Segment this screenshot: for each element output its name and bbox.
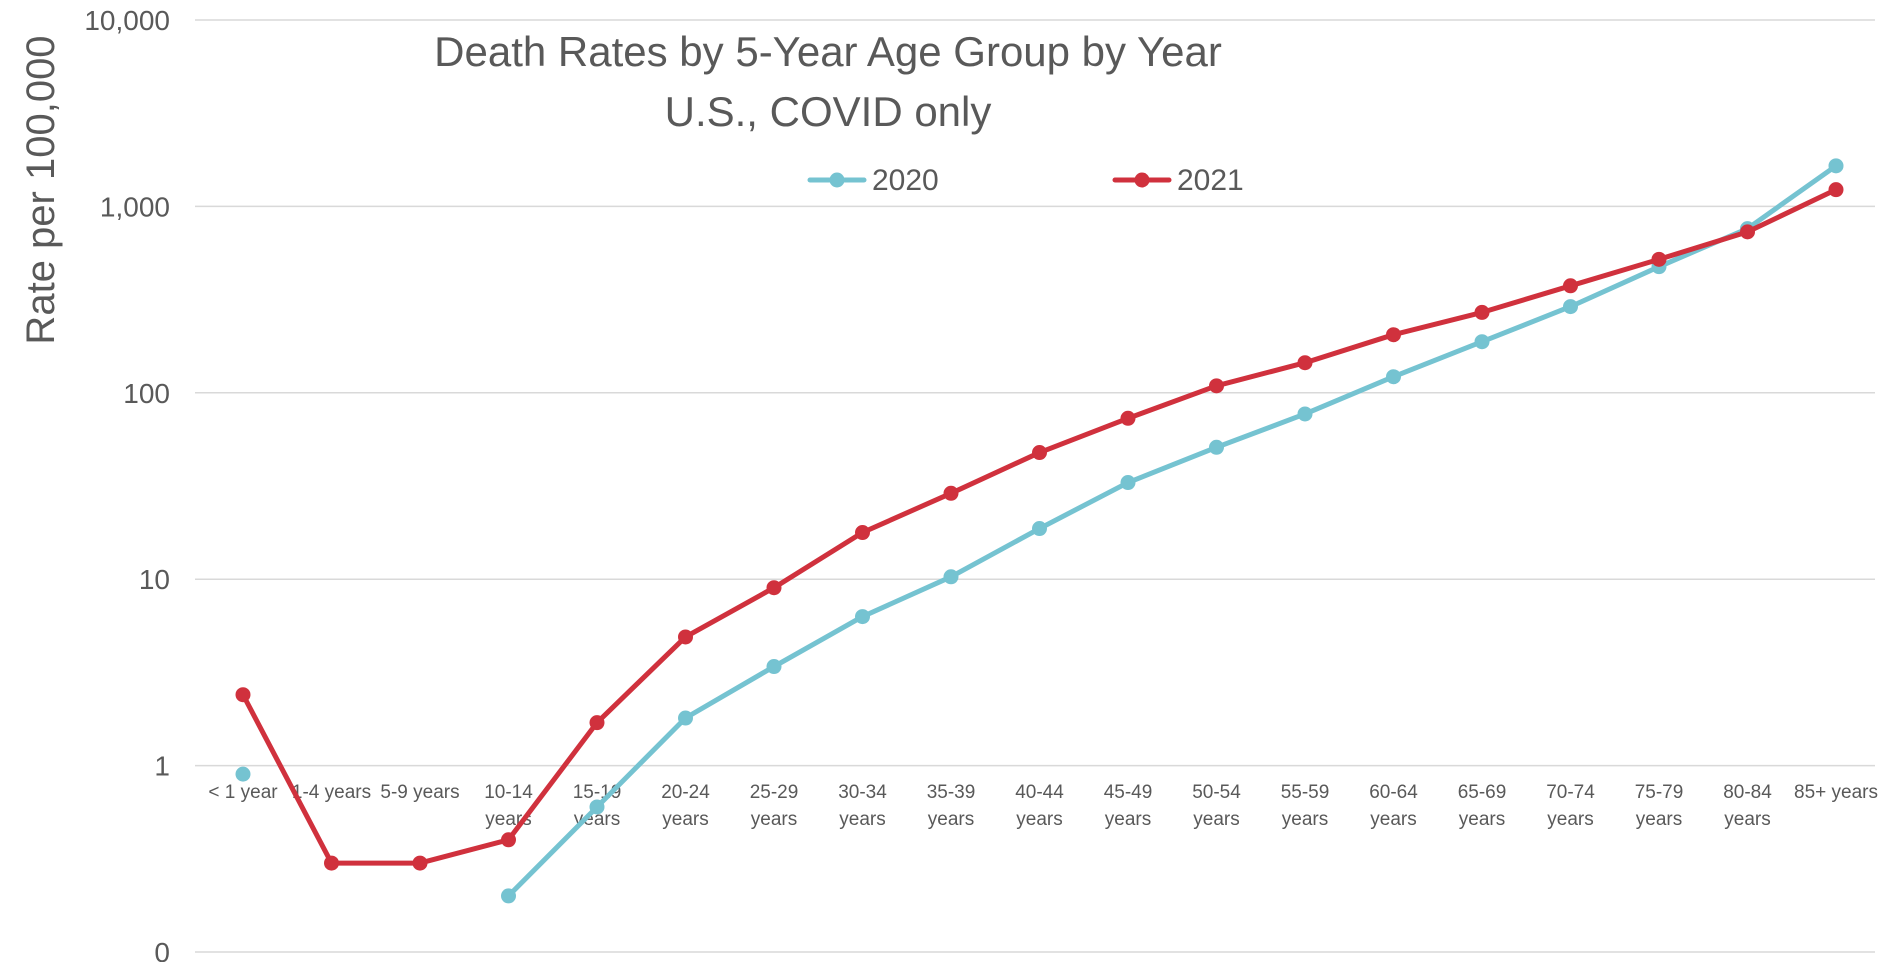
x-tick-label: 50-54	[1192, 782, 1241, 803]
legend-swatch-marker	[829, 172, 845, 188]
x-tick-label: years	[574, 809, 620, 830]
y-tick-label: 1	[154, 751, 170, 782]
data-point	[1120, 475, 1136, 491]
data-point	[766, 580, 782, 596]
data-point	[1828, 182, 1844, 198]
x-tick-label: years	[1105, 809, 1151, 830]
y-tick-label: 0	[154, 937, 170, 962]
data-point	[235, 687, 251, 703]
data-point	[1297, 406, 1313, 422]
x-tick-label: 30-34	[838, 782, 887, 803]
data-point	[589, 715, 605, 731]
x-tick-label: years	[1459, 809, 1505, 830]
chart-title: Death Rates by 5-Year Age Group by Year	[434, 28, 1222, 75]
gridlines	[195, 19, 1875, 953]
x-tick-label: < 1 year	[208, 782, 278, 803]
data-point	[1563, 299, 1578, 315]
data-point	[678, 629, 693, 645]
data-point	[766, 659, 782, 675]
data-point	[1474, 334, 1490, 350]
data-point	[235, 766, 251, 782]
y-tick-label: 10,000	[84, 5, 170, 36]
y-tick-label: 1,000	[100, 191, 170, 222]
x-tick-label: 70-74	[1546, 782, 1595, 803]
x-tick-label: years	[1724, 809, 1770, 830]
x-tick-label: 85+ years	[1794, 782, 1878, 803]
data-point	[589, 799, 605, 815]
y-axis-label: Rate per 100,000	[19, 35, 63, 344]
legend-label: 2020	[872, 164, 939, 197]
legend-label: 2021	[1177, 164, 1244, 197]
x-tick-label: years	[1016, 809, 1062, 830]
data-point	[1828, 158, 1844, 174]
legend-item-2021: 2021	[1112, 164, 1244, 197]
data-point	[1386, 369, 1401, 385]
data-point	[501, 888, 516, 904]
data-point	[1740, 224, 1755, 240]
data-point	[1120, 410, 1136, 426]
legend: 2020 2021	[807, 164, 1244, 197]
data-point	[324, 855, 339, 871]
x-tick-label: 10-14	[484, 782, 533, 803]
data-point	[855, 609, 870, 625]
data-point	[501, 832, 516, 848]
legend-swatch-marker	[1134, 172, 1150, 188]
data-point	[1032, 445, 1047, 461]
series-2021	[235, 182, 1844, 871]
y-axis-tick-labels: 0 1 10 100 1,000 10,000	[84, 5, 170, 962]
data-point	[855, 525, 870, 541]
x-tick-label: 1-4 years	[292, 782, 371, 803]
data-point	[412, 855, 428, 871]
x-tick-label: years	[1636, 809, 1682, 830]
legend-item-2020: 2020	[807, 164, 939, 197]
x-tick-label: 45-49	[1104, 782, 1153, 803]
data-point	[1032, 521, 1047, 537]
x-tick-label: years	[1193, 809, 1239, 830]
data-point	[1563, 278, 1578, 294]
data-point	[1297, 355, 1313, 371]
data-point	[678, 710, 693, 726]
chart-subtitle: U.S., COVID only	[665, 88, 992, 135]
series-line	[506, 163, 1839, 899]
data-point	[1209, 439, 1224, 455]
x-tick-label: years	[1282, 809, 1328, 830]
x-axis-tick-labels: < 1 year 1-4 years 5-9 years 10-14years15-1…	[208, 782, 1878, 830]
x-tick-label: 35-39	[927, 782, 976, 803]
data-point	[1474, 304, 1490, 320]
x-tick-label: 5-9 years	[380, 782, 459, 803]
x-tick-label: 65-69	[1458, 782, 1507, 803]
x-tick-label: years	[751, 809, 797, 830]
x-tick-label: 25-29	[750, 782, 799, 803]
x-tick-label: 60-64	[1369, 782, 1418, 803]
x-tick-label: 20-24	[661, 782, 710, 803]
x-tick-label: years	[928, 809, 974, 830]
x-tick-label: 40-44	[1015, 782, 1064, 803]
x-tick-label: years	[839, 809, 885, 830]
x-tick-label: 75-79	[1635, 782, 1684, 803]
x-tick-label: years	[1370, 809, 1416, 830]
x-tick-label: 55-59	[1281, 782, 1330, 803]
series-lines	[235, 158, 1844, 904]
data-point	[1386, 327, 1401, 343]
data-point	[1651, 251, 1667, 267]
x-tick-label: years	[1547, 809, 1593, 830]
series-2020	[235, 158, 1844, 904]
x-tick-label: 80-84	[1723, 782, 1772, 803]
data-point	[943, 569, 959, 585]
y-tick-label: 100	[123, 378, 170, 409]
data-point	[943, 485, 959, 501]
data-point	[1209, 378, 1224, 394]
y-tick-label: 10	[139, 564, 170, 595]
x-tick-label: years	[662, 809, 708, 830]
